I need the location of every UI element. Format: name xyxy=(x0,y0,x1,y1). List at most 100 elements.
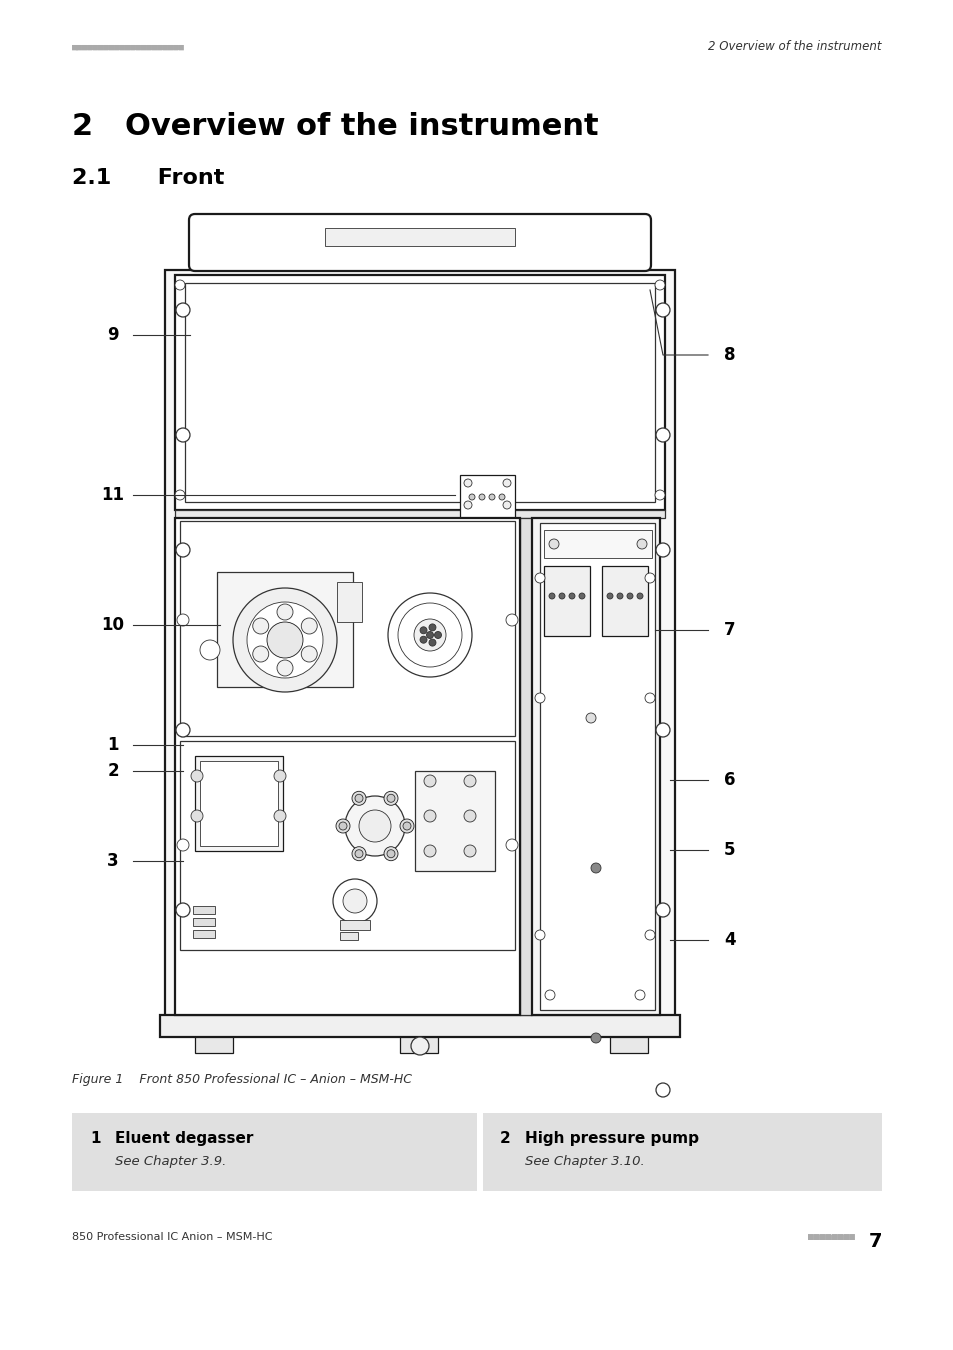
Circle shape xyxy=(387,794,395,802)
Bar xyxy=(174,518,519,1015)
Circle shape xyxy=(535,572,544,583)
Text: Press: Press xyxy=(614,575,635,585)
Circle shape xyxy=(637,539,646,549)
Bar xyxy=(200,761,277,846)
Circle shape xyxy=(429,624,436,630)
Circle shape xyxy=(174,490,185,500)
Text: Sample
Dispenser: Sample Dispenser xyxy=(418,791,450,802)
Circle shape xyxy=(175,724,190,737)
Circle shape xyxy=(355,849,363,857)
Circle shape xyxy=(411,1037,429,1054)
Circle shape xyxy=(338,822,347,830)
Text: 2.1      Front: 2.1 Front xyxy=(71,167,224,188)
Circle shape xyxy=(478,494,484,499)
Circle shape xyxy=(200,640,220,660)
Text: ■■■■■■■■: ■■■■■■■■ xyxy=(807,1233,854,1242)
Bar xyxy=(185,284,655,502)
Circle shape xyxy=(505,614,517,626)
Circle shape xyxy=(247,602,323,678)
Bar xyxy=(482,1112,882,1191)
Circle shape xyxy=(498,494,504,499)
Text: Press: Press xyxy=(557,575,577,585)
Bar xyxy=(339,919,370,930)
Circle shape xyxy=(568,593,575,599)
Bar xyxy=(543,531,651,558)
Circle shape xyxy=(177,614,189,626)
Circle shape xyxy=(644,693,655,703)
Circle shape xyxy=(463,775,476,787)
Circle shape xyxy=(399,819,414,833)
Circle shape xyxy=(355,794,363,802)
Text: 8: 8 xyxy=(723,346,735,365)
Text: 2: 2 xyxy=(107,761,119,780)
Bar xyxy=(325,228,515,246)
Circle shape xyxy=(253,618,269,634)
Circle shape xyxy=(585,713,596,724)
Circle shape xyxy=(626,593,633,599)
Text: 2: 2 xyxy=(499,1131,510,1146)
FancyBboxPatch shape xyxy=(189,215,650,271)
Circle shape xyxy=(402,822,411,830)
Circle shape xyxy=(544,990,555,1000)
Circle shape xyxy=(397,603,461,667)
Circle shape xyxy=(358,810,391,842)
Text: 7: 7 xyxy=(867,1233,882,1251)
Circle shape xyxy=(423,845,436,857)
Circle shape xyxy=(656,724,669,737)
Circle shape xyxy=(276,660,293,676)
Text: Eluent
Prep.: Eluent Prep. xyxy=(359,791,379,802)
Circle shape xyxy=(301,618,317,634)
Circle shape xyxy=(175,302,190,317)
Circle shape xyxy=(274,810,286,822)
Text: ▲: ▲ xyxy=(592,535,599,545)
Bar xyxy=(415,771,495,871)
Text: 5: 5 xyxy=(723,841,735,859)
Bar xyxy=(339,931,357,940)
Bar xyxy=(193,918,214,926)
Circle shape xyxy=(414,620,446,651)
Bar xyxy=(399,1037,437,1053)
Circle shape xyxy=(535,930,544,940)
Bar xyxy=(519,518,532,1015)
Bar xyxy=(194,1037,233,1053)
Circle shape xyxy=(175,543,190,558)
Circle shape xyxy=(191,810,203,822)
Circle shape xyxy=(463,479,472,487)
Circle shape xyxy=(656,302,669,317)
Circle shape xyxy=(333,879,376,923)
Circle shape xyxy=(426,632,433,639)
Circle shape xyxy=(335,819,350,833)
Circle shape xyxy=(384,791,397,806)
Circle shape xyxy=(387,849,395,857)
Circle shape xyxy=(617,593,622,599)
Text: Eluent degasser: Eluent degasser xyxy=(115,1131,253,1146)
Circle shape xyxy=(423,775,436,787)
Bar xyxy=(194,756,283,850)
Circle shape xyxy=(656,1083,669,1098)
Text: 1: 1 xyxy=(90,1131,100,1146)
Circle shape xyxy=(419,636,427,643)
Text: See Chapter 3.9.: See Chapter 3.9. xyxy=(115,1156,226,1168)
Circle shape xyxy=(606,593,613,599)
Text: 2 Overview of the instrument: 2 Overview of the instrument xyxy=(708,40,882,54)
Circle shape xyxy=(655,279,664,290)
Circle shape xyxy=(505,838,517,850)
Circle shape xyxy=(635,990,644,1000)
Bar xyxy=(165,270,675,1021)
Text: 6: 6 xyxy=(723,771,735,788)
Circle shape xyxy=(191,769,203,782)
Bar xyxy=(71,1112,476,1191)
Circle shape xyxy=(267,622,303,657)
Text: 7: 7 xyxy=(723,621,735,639)
Bar xyxy=(543,566,589,636)
Circle shape xyxy=(274,769,286,782)
Bar xyxy=(532,518,659,1015)
Circle shape xyxy=(578,593,584,599)
Circle shape xyxy=(644,930,655,940)
Text: High pressure pump: High pressure pump xyxy=(524,1131,699,1146)
Text: 1: 1 xyxy=(107,736,118,755)
Bar xyxy=(193,930,214,938)
Bar xyxy=(539,522,655,1010)
Bar xyxy=(216,572,353,687)
Circle shape xyxy=(384,846,397,861)
